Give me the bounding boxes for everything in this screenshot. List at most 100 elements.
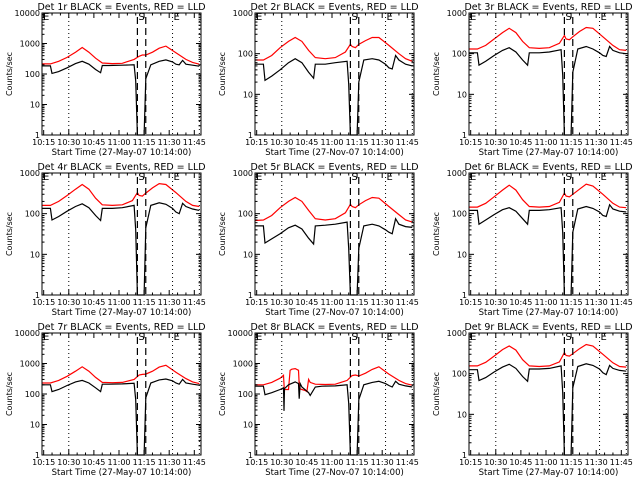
y-tick-label: 1 bbox=[35, 291, 40, 300]
plot-frame bbox=[468, 332, 629, 456]
plot-frame bbox=[254, 12, 415, 136]
series-line-events bbox=[255, 380, 413, 456]
plot-title: Det 5r BLACK = Events, RED = LLD bbox=[250, 162, 418, 173]
plot-frame bbox=[254, 332, 415, 456]
x-tick-label: 11:45 bbox=[610, 458, 633, 467]
x-tick-label: 11:00 bbox=[320, 458, 343, 467]
saa-marker-label: S bbox=[138, 172, 144, 183]
x-tick-label: 11:00 bbox=[534, 138, 557, 147]
x-axis-label: Start Time (27-Nov-07 10:14:00) bbox=[265, 468, 404, 478]
series-line-events bbox=[42, 59, 200, 136]
x-axis-label: Start Time (27-May-07 10:14:00) bbox=[52, 308, 192, 318]
x-tick-label: 11:00 bbox=[534, 298, 557, 307]
y-tick-label: 100 bbox=[238, 390, 253, 399]
y-tick-label: 100 bbox=[238, 50, 253, 59]
x-tick-label: 10:30 bbox=[57, 458, 80, 467]
y-axis-label: Counts/sec bbox=[218, 372, 227, 416]
y-tick-label: 10000 bbox=[228, 329, 253, 338]
x-tick-label: 10:45 bbox=[295, 458, 318, 467]
plot-title: Det 6r BLACK = Events, RED = LLD bbox=[464, 162, 632, 173]
y-tick-label: 1 bbox=[248, 451, 253, 460]
plot-frame bbox=[41, 12, 202, 136]
saa-marker-label: S bbox=[351, 332, 357, 343]
y-tick-label: 1 bbox=[462, 131, 467, 140]
x-tick-label: 11:15 bbox=[133, 458, 156, 467]
series-line-lld bbox=[255, 366, 413, 393]
x-tick-label: 11:30 bbox=[585, 298, 608, 307]
y-tick-label: 10 bbox=[457, 410, 467, 419]
eclipse-marker-label: E bbox=[43, 12, 49, 23]
x-tick-label: 11:45 bbox=[610, 298, 633, 307]
x-tick-label: 11:15 bbox=[346, 298, 369, 307]
y-tick-label: 1000 bbox=[20, 169, 40, 178]
x-tick-label: 10:15 bbox=[459, 138, 482, 147]
plot-frame bbox=[41, 172, 202, 296]
series-line-lld bbox=[254, 196, 413, 223]
x-tick-label: 11:45 bbox=[183, 298, 206, 307]
eclipse-marker-label: E bbox=[601, 12, 607, 23]
x-tick-label: 11:15 bbox=[560, 138, 583, 147]
eclipse-marker-label: E bbox=[43, 172, 49, 183]
y-tick-label: 1 bbox=[462, 291, 467, 300]
x-tick-label: 11:30 bbox=[158, 298, 181, 307]
eclipse-marker-label: E bbox=[174, 12, 180, 23]
series-line-lld bbox=[42, 364, 200, 385]
plot-frame bbox=[41, 332, 202, 456]
plot-title: Det 7r BLACK = Events, RED = LLD bbox=[37, 322, 205, 333]
x-tick-label: 10:45 bbox=[509, 138, 532, 147]
saa-marker-label: S bbox=[565, 12, 571, 23]
saa-marker-label: S bbox=[565, 332, 571, 343]
y-tick-label: 100 bbox=[452, 210, 467, 219]
x-tick-label: 11:00 bbox=[107, 458, 130, 467]
x-tick-label: 11:30 bbox=[585, 458, 608, 467]
y-axis-label: Counts/sec bbox=[432, 212, 441, 256]
x-tick-label: 10:15 bbox=[32, 458, 55, 467]
plot-title: Det 3r BLACK = Events, RED = LLD bbox=[464, 2, 632, 13]
series-line-lld bbox=[469, 343, 627, 368]
y-tick-label: 10 bbox=[243, 90, 253, 99]
eclipse-marker-label: E bbox=[256, 332, 262, 343]
x-tick-label: 11:00 bbox=[107, 298, 130, 307]
x-tick-label: 10:45 bbox=[82, 298, 105, 307]
series-line-events bbox=[42, 202, 200, 296]
plot-title: Det 2r BLACK = Events, RED = LLD bbox=[250, 2, 418, 13]
x-tick-label: 10:30 bbox=[270, 138, 293, 147]
x-tick-label: 11:45 bbox=[396, 458, 419, 467]
saa-marker-label: S bbox=[565, 172, 571, 183]
x-tick-label: 11:30 bbox=[158, 458, 181, 467]
series-line-events bbox=[469, 363, 627, 456]
y-axis-label: Counts/sec bbox=[5, 52, 14, 96]
x-tick-label: 10:45 bbox=[509, 458, 532, 467]
y-axis-label: Counts/sec bbox=[432, 372, 441, 416]
series-line-events bbox=[255, 54, 413, 136]
saa-marker-label: S bbox=[138, 12, 144, 23]
y-tick-label: 1000 bbox=[233, 360, 253, 369]
x-tick-label: 11:30 bbox=[371, 138, 394, 147]
series-line-events bbox=[42, 378, 200, 456]
x-tick-label: 10:30 bbox=[270, 458, 293, 467]
eclipse-marker-label: E bbox=[387, 332, 393, 343]
x-tick-label: 11:00 bbox=[107, 138, 130, 147]
y-tick-label: 100 bbox=[452, 370, 467, 379]
saa-marker-label: S bbox=[138, 332, 144, 343]
x-tick-label: 10:30 bbox=[57, 138, 80, 147]
x-tick-label: 11:15 bbox=[560, 458, 583, 467]
y-tick-label: 1000 bbox=[233, 169, 253, 178]
series-line-events bbox=[469, 203, 627, 296]
eclipse-marker-label: E bbox=[470, 12, 476, 23]
eclipse-marker-label: E bbox=[256, 12, 262, 23]
plot-frame bbox=[468, 172, 629, 296]
x-tick-label: 10:30 bbox=[484, 138, 507, 147]
x-tick-label: 10:15 bbox=[32, 138, 55, 147]
eclipse-marker-label: E bbox=[174, 172, 180, 183]
y-tick-label: 1000 bbox=[447, 169, 467, 178]
x-tick-label: 11:15 bbox=[560, 298, 583, 307]
y-tick-label: 1 bbox=[248, 131, 253, 140]
x-tick-label: 11:00 bbox=[534, 458, 557, 467]
y-tick-label: 10 bbox=[243, 250, 253, 259]
x-tick-label: 11:00 bbox=[320, 138, 343, 147]
